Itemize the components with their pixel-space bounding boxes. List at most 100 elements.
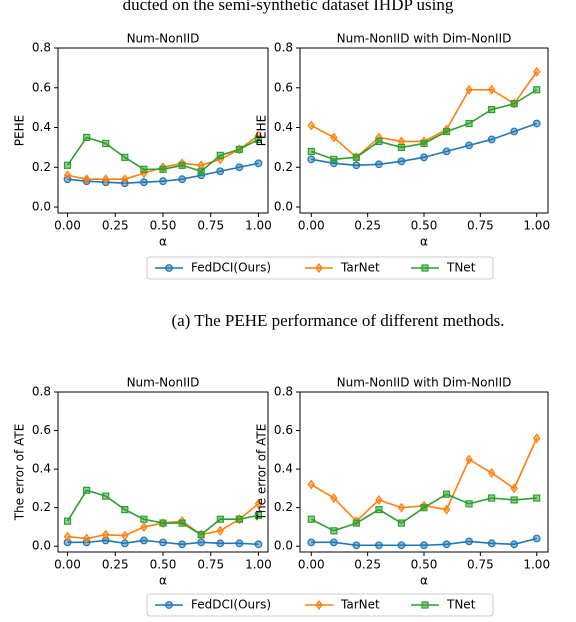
legend-label: FedDCI(Ours) xyxy=(191,261,271,275)
marker xyxy=(235,539,244,548)
marker xyxy=(197,167,205,175)
x-tick-label: 0.50 xyxy=(411,219,438,233)
marker xyxy=(442,540,451,549)
marker xyxy=(178,161,186,169)
marker xyxy=(82,174,91,185)
marker xyxy=(120,539,129,548)
marker xyxy=(216,525,225,536)
x-tick-label: 0.50 xyxy=(150,558,177,572)
x-axis-label: α xyxy=(420,574,428,588)
x-axis-label: α xyxy=(420,235,428,249)
marker xyxy=(420,504,428,512)
marker xyxy=(465,454,473,465)
marker xyxy=(165,601,173,609)
x-tick-label: 0.25 xyxy=(354,558,381,572)
marker xyxy=(442,490,451,498)
y-tick-label: 0.2 xyxy=(274,160,293,174)
chart-title: Num-NonIID xyxy=(127,32,200,46)
marker xyxy=(397,519,406,527)
marker xyxy=(307,120,316,131)
x-tick-label: 0.50 xyxy=(411,558,438,572)
marker xyxy=(178,519,186,527)
y-axis-label: PEHE xyxy=(255,115,269,146)
y-axis-label: The error of ATE xyxy=(13,424,27,522)
x-tick-label: 0.00 xyxy=(298,558,325,572)
marker xyxy=(465,537,473,546)
header-text: ducted on the semi-synthetic dataset IHD… xyxy=(123,0,454,14)
marker xyxy=(315,263,323,273)
marker xyxy=(510,127,519,136)
marker xyxy=(121,530,129,541)
marker xyxy=(178,175,186,184)
marker xyxy=(254,498,263,509)
y-tick-label: 0.4 xyxy=(274,120,293,134)
x-tick-label: 0.50 xyxy=(150,219,177,233)
marker xyxy=(375,160,383,169)
caption: (a) The PEHE performance of different me… xyxy=(171,311,504,330)
marker xyxy=(442,504,451,515)
y-axis-label: PEHE xyxy=(13,115,27,146)
marker xyxy=(254,135,263,144)
marker xyxy=(510,100,518,108)
marker xyxy=(140,165,148,173)
marker xyxy=(216,151,224,159)
marker xyxy=(307,479,316,490)
x-tick-label: 0.75 xyxy=(467,219,494,233)
y-tick-label: 0.8 xyxy=(274,385,293,399)
legend-label: TNet xyxy=(446,598,476,612)
y-tick-label: 0.0 xyxy=(274,200,293,214)
marker xyxy=(532,119,541,128)
marker xyxy=(421,264,429,272)
x-axis-label: α xyxy=(159,235,167,249)
marker xyxy=(315,600,323,610)
y-tick-label: 0.4 xyxy=(274,462,293,476)
marker xyxy=(442,147,451,156)
marker xyxy=(216,515,224,523)
marker xyxy=(375,137,383,146)
x-tick-label: 1.00 xyxy=(245,558,272,572)
marker xyxy=(216,167,225,176)
marker xyxy=(465,84,473,95)
marker xyxy=(352,519,360,527)
marker xyxy=(488,106,496,114)
y-tick-label: 0.6 xyxy=(32,80,51,94)
legend-label: TNet xyxy=(446,261,476,275)
y-axis-label: The error of ATE xyxy=(255,424,269,522)
marker xyxy=(159,538,167,547)
marker xyxy=(488,494,496,502)
marker xyxy=(375,494,383,505)
marker xyxy=(140,178,148,187)
marker xyxy=(330,527,338,535)
y-tick-label: 0.8 xyxy=(274,41,293,55)
legend-label: TarNet xyxy=(340,598,380,612)
y-tick-label: 0.2 xyxy=(274,500,293,514)
y-tick-label: 0.0 xyxy=(32,539,51,553)
marker xyxy=(235,145,243,153)
marker xyxy=(307,538,316,547)
y-tick-label: 0.0 xyxy=(32,200,51,214)
marker xyxy=(533,494,541,502)
marker xyxy=(307,147,315,155)
y-tick-label: 0.8 xyxy=(32,41,51,55)
marker xyxy=(101,174,110,185)
marker xyxy=(510,483,518,494)
marker xyxy=(165,264,173,272)
marker xyxy=(140,515,148,523)
marker xyxy=(83,133,91,142)
marker xyxy=(121,153,129,161)
x-tick-label: 1.00 xyxy=(523,558,550,572)
marker xyxy=(102,139,110,148)
chart-title: Num-NonIID with Dim-NonIID xyxy=(337,32,512,46)
marker xyxy=(330,132,338,143)
marker xyxy=(254,540,263,549)
marker xyxy=(235,163,244,172)
x-tick-label: 0.25 xyxy=(102,219,129,233)
marker xyxy=(420,139,428,148)
marker xyxy=(254,511,263,519)
marker xyxy=(397,143,406,151)
marker xyxy=(397,502,406,513)
series-line xyxy=(311,89,538,161)
marker xyxy=(532,66,541,77)
marker xyxy=(254,159,263,168)
y-tick-label: 0.6 xyxy=(274,423,293,437)
